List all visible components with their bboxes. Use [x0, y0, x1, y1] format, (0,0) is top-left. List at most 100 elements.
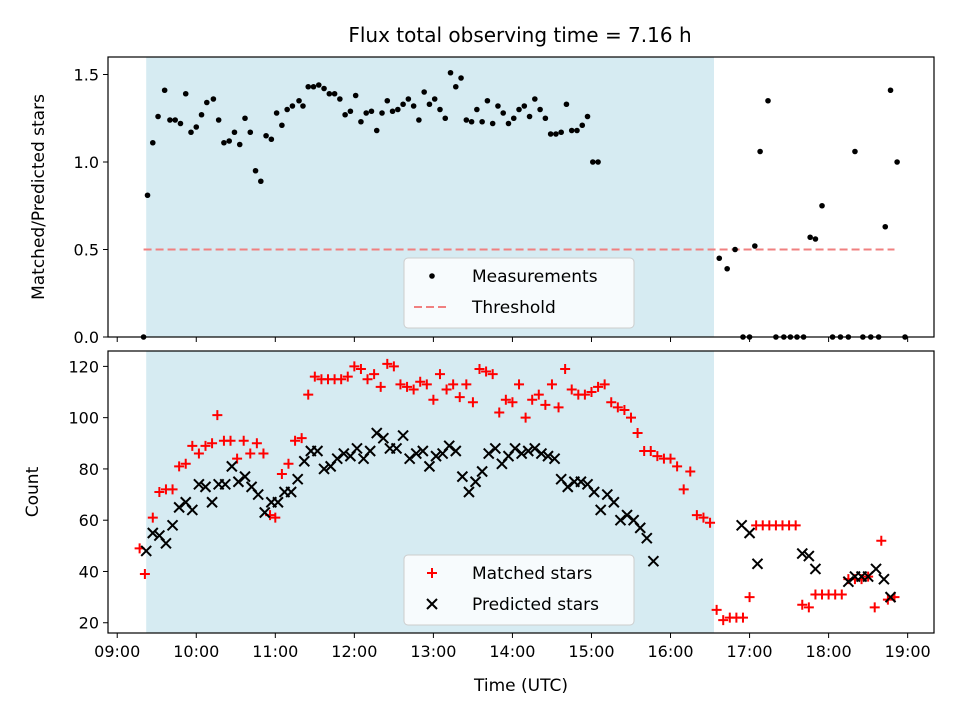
- data-point: [691, 510, 702, 521]
- data-point: [296, 433, 307, 444]
- data-point: [221, 139, 227, 146]
- legend-label: Measurements: [472, 267, 598, 287]
- legend-marker-x: [426, 598, 438, 610]
- data-point: [448, 379, 459, 390]
- data-point: [494, 407, 505, 418]
- bottom-axes-frame: [107, 350, 935, 634]
- data-point: [245, 448, 256, 459]
- data-point: [645, 445, 656, 456]
- data-point: [174, 461, 185, 472]
- data-point: [458, 75, 464, 81]
- chart-title: Flux total observing time = 7.16 h: [348, 23, 691, 47]
- data-point: [495, 103, 501, 109]
- data-point: [321, 85, 327, 92]
- data-point: [812, 236, 819, 242]
- data-point: [373, 127, 380, 134]
- data-point: [608, 496, 620, 508]
- data-point: [338, 447, 350, 460]
- data-point: [463, 117, 470, 123]
- data-point: [318, 463, 330, 475]
- data-point: [351, 442, 363, 455]
- x-tick-label: 09:00: [94, 642, 140, 661]
- legend-label: Threshold: [471, 298, 556, 318]
- data-point: [161, 87, 168, 94]
- data-point: [371, 427, 383, 439]
- data-point: [428, 394, 439, 405]
- data-point: [467, 397, 478, 408]
- data-point: [395, 379, 406, 390]
- data-point: [606, 397, 617, 408]
- bottom-panel: 20 40 60 80 100 120 09:00 10:00 11:00 12:00 13:00 1…: [23, 350, 935, 696]
- data-point: [626, 412, 637, 423]
- data-point: [283, 458, 294, 469]
- data-point: [647, 555, 660, 567]
- data-point: [310, 83, 317, 90]
- data-point: [252, 488, 264, 501]
- data-point: [273, 110, 280, 116]
- data-point: [180, 458, 191, 469]
- y-tick-label: 1.0: [74, 153, 99, 172]
- data-point: [540, 399, 551, 410]
- data-point: [421, 89, 427, 95]
- data-point: [204, 99, 210, 106]
- data-point: [542, 115, 549, 122]
- data-point: [527, 394, 538, 405]
- data-point: [239, 470, 251, 483]
- data-point: [296, 97, 302, 104]
- data-point: [342, 111, 348, 118]
- data-point: [355, 363, 366, 374]
- data-point: [395, 106, 401, 113]
- data-point: [505, 120, 512, 127]
- data-point: [634, 522, 646, 534]
- data-point: [487, 369, 498, 380]
- data-point: [270, 512, 281, 523]
- data-point: [474, 363, 485, 374]
- data-point: [516, 106, 522, 113]
- data-point: [468, 118, 475, 125]
- x-tick-label: 13:00: [410, 642, 456, 661]
- data-point: [363, 110, 370, 116]
- data-point: [869, 602, 880, 613]
- data-point: [751, 558, 764, 570]
- bottom-y-axis-label: Count: [23, 466, 43, 517]
- data-point: [326, 90, 333, 97]
- data-point: [303, 389, 314, 400]
- data-point: [718, 615, 729, 626]
- data-point: [212, 410, 223, 421]
- data-point: [188, 129, 194, 136]
- data-point: [803, 550, 815, 562]
- data-point: [403, 452, 416, 465]
- data-point: [452, 83, 459, 90]
- data-point: [652, 451, 663, 462]
- data-point: [182, 90, 189, 97]
- data-point: [796, 547, 808, 560]
- data-point: [298, 455, 310, 467]
- data-point: [251, 438, 262, 449]
- data-point: [461, 379, 472, 390]
- data-point: [382, 358, 393, 369]
- data-point: [562, 481, 574, 493]
- data-point: [442, 115, 449, 122]
- data-point: [247, 129, 254, 136]
- data-point: [489, 120, 496, 127]
- data-point: [410, 447, 422, 460]
- data-point: [147, 527, 159, 539]
- data-point: [258, 178, 264, 185]
- data-point: [521, 103, 528, 109]
- y-tick-label: 20: [79, 614, 99, 633]
- data-point: [533, 389, 544, 400]
- data-point: [226, 460, 238, 473]
- data-point: [437, 106, 443, 113]
- data-point: [797, 599, 808, 610]
- data-point: [589, 159, 596, 165]
- data-point: [155, 113, 161, 120]
- data-point: [238, 435, 249, 446]
- data-point: [279, 122, 285, 129]
- data-point: [743, 527, 756, 539]
- data-point: [882, 223, 889, 230]
- data-point: [548, 452, 561, 465]
- data-point: [300, 103, 306, 109]
- data-point: [369, 369, 380, 380]
- data-point: [500, 110, 507, 116]
